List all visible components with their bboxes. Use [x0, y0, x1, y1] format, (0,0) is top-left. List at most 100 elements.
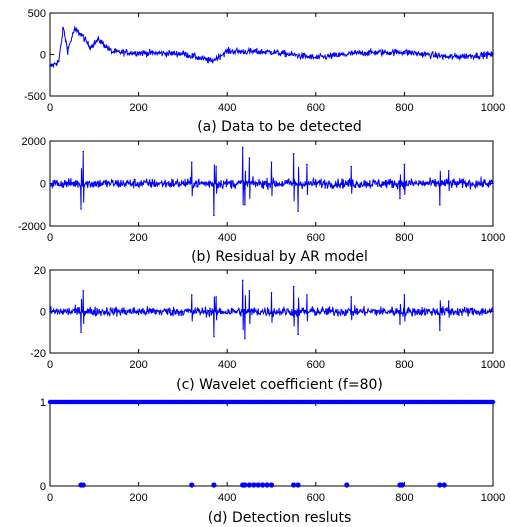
data-point — [62, 27, 65, 29]
x-tick-label: 0 — [47, 232, 53, 244]
data-point — [190, 161, 193, 164]
data-point — [439, 329, 441, 331]
data-point — [182, 52, 184, 55]
x-tick-label: 800 — [395, 359, 413, 371]
x-tick-label: 600 — [307, 359, 325, 371]
data-point — [359, 52, 361, 54]
data-point — [292, 285, 295, 288]
y-tick-label: 20 — [34, 265, 46, 277]
data-point — [210, 60, 213, 62]
detection-point-zero — [291, 482, 297, 488]
data-point — [80, 32, 82, 35]
y-tick-label: -2000 — [18, 221, 46, 233]
x-tick-label: 600 — [307, 102, 325, 114]
data-point — [182, 310, 184, 313]
data-point — [80, 331, 82, 334]
y-tick-label: 0 — [40, 481, 46, 493]
data-point — [403, 163, 406, 166]
data-point — [403, 294, 406, 296]
detection-point-zero — [211, 482, 217, 488]
data-point — [213, 335, 215, 338]
x-tick-label: 800 — [395, 232, 413, 244]
data-point — [241, 146, 244, 149]
x-tick-label: 1000 — [481, 232, 505, 244]
y-tick-label: 1 — [40, 397, 46, 409]
detection-point-zero — [255, 482, 261, 488]
data-point — [297, 210, 299, 212]
detection-point-zero — [246, 482, 252, 488]
data-point — [248, 289, 251, 292]
data-point — [248, 157, 251, 159]
data-point — [241, 279, 244, 282]
detection-point-zero — [344, 482, 350, 488]
data-point — [82, 289, 85, 292]
data-point — [439, 203, 441, 206]
detection-point-zero — [242, 482, 248, 488]
y-tick-label: 0 — [40, 179, 46, 191]
data-point — [137, 52, 140, 54]
detection-point-zero — [80, 482, 86, 488]
x-tick-label: 400 — [218, 232, 236, 244]
detection-point-zero — [189, 482, 195, 488]
series-line-2 — [49, 147, 494, 216]
y-tick-label: 500 — [28, 8, 46, 20]
panel-caption-3: (c) Wavelet coefficient (f=80) — [176, 377, 383, 393]
data-point — [447, 56, 450, 58]
x-tick-label: 400 — [218, 102, 236, 114]
data-point — [213, 214, 215, 217]
y-tick-label: 0 — [40, 50, 46, 62]
panel-caption-4: (d) Detection resluts — [208, 510, 352, 526]
detection-point-zero — [399, 482, 405, 488]
data-point — [244, 337, 246, 340]
data-point — [270, 51, 273, 53]
detection-point-zero — [295, 482, 301, 488]
data-point — [226, 50, 228, 52]
data-point — [292, 152, 295, 155]
data-point — [350, 296, 353, 298]
data-point — [182, 182, 184, 185]
x-tick-label: 400 — [218, 359, 236, 371]
x-tick-label: 0 — [47, 359, 53, 371]
series-line-1 — [49, 25, 494, 69]
data-point — [80, 208, 82, 210]
data-point — [350, 165, 353, 168]
x-tick-label: 200 — [129, 359, 147, 371]
y-tick-label: -20 — [30, 348, 46, 360]
panel-caption-2: (b) Residual by AR model — [191, 249, 368, 265]
data-point — [297, 333, 299, 336]
x-tick-label: 200 — [129, 492, 147, 504]
data-point — [82, 150, 85, 153]
x-tick-label: 1000 — [481, 102, 505, 114]
data-point — [315, 57, 317, 59]
data-point — [111, 51, 113, 53]
data-point — [84, 182, 87, 185]
x-tick-label: 200 — [129, 102, 147, 114]
data-point — [492, 53, 494, 56]
x-tick-label: 600 — [307, 232, 325, 244]
data-point — [306, 294, 308, 296]
x-tick-label: 0 — [47, 492, 53, 504]
data-point — [58, 60, 60, 62]
x-tick-label: 0 — [47, 102, 53, 114]
data-point — [270, 292, 273, 294]
data-point — [492, 182, 494, 185]
detection-point-zero — [437, 482, 443, 488]
data-point — [190, 294, 193, 296]
detection-point-zero — [264, 482, 270, 488]
data-point — [89, 46, 91, 48]
x-tick-label: 400 — [218, 492, 236, 504]
y-tick-label: -500 — [24, 91, 46, 103]
data-point — [215, 165, 217, 168]
data-point — [447, 169, 450, 172]
detection-point-zero — [268, 482, 275, 488]
data-point — [49, 66, 51, 68]
data-point — [399, 197, 401, 200]
y-tick-label: 2000 — [22, 136, 46, 148]
x-tick-label: 800 — [395, 102, 413, 114]
series-line-3 — [49, 280, 494, 339]
x-tick-label: 600 — [307, 492, 325, 504]
x-tick-label: 800 — [395, 492, 413, 504]
panel-caption-1: (a) Data to be detected — [197, 119, 362, 135]
x-tick-label: 200 — [129, 232, 147, 244]
data-point — [49, 182, 51, 185]
